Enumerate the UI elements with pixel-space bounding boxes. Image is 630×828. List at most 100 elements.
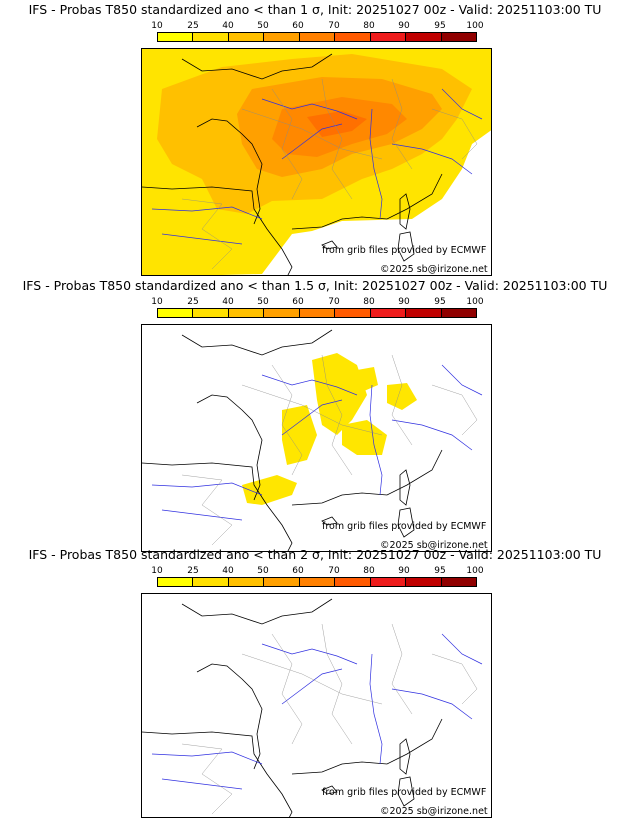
admin-boundary [321,623,353,745]
corsica-coast [399,738,411,775]
prob-area-60 [307,111,367,137]
island-coast [321,240,338,250]
map-frame: from grib files provided by ECMWF ©2025 … [141,48,492,276]
river [391,688,473,720]
coastline [181,329,333,356]
colorbar-tick: 10 [151,566,163,576]
admin-boundary [181,474,233,546]
colorbar-segment [406,309,442,317]
island-coast [321,516,338,526]
colorbar-segment [335,309,371,317]
colorbar-segment [335,578,371,586]
coastline [181,598,333,625]
colorbar-tick: 90 [398,21,410,31]
river [441,633,483,665]
admin-boundary [431,384,478,436]
colorbar-segment [370,309,407,317]
river [369,653,383,765]
colorbar-segment [264,309,300,317]
prob-area-10 [242,475,297,505]
admin-boundary [431,653,478,705]
colorbar-segment [406,578,442,586]
admin-boundary [241,384,383,436]
colorbar-tick: 50 [257,566,269,576]
prob-area-10 [357,367,378,391]
river [151,751,263,765]
admin-boundaries [181,623,478,815]
colorbar-tick: 25 [187,566,199,576]
colorbar-tick: 60 [292,566,304,576]
copyright-credit: ©2025 sb@irizone.net [380,806,488,817]
colorbar-segment [193,33,229,41]
admin-boundary [271,633,303,745]
coastlines-borders [142,53,443,275]
admin-boundary [271,364,303,476]
river [261,98,358,120]
colorbar-tick: 90 [398,297,410,307]
river [369,384,383,496]
prob-area-10 [387,383,417,410]
colorbar-tick: 100 [466,566,484,576]
panel-3: IFS - Probas T850 standardized ano < tha… [0,545,630,821]
colorbar-segment [299,309,336,317]
colorbar-segment [441,309,476,317]
sardinia-coast [397,231,415,262]
panel-title: IFS - Probas T850 standardized ano < tha… [22,278,608,293]
coastlines-borders [142,598,443,817]
coastline [142,462,293,551]
map-canvas [142,329,483,551]
corsica-coast [399,193,411,230]
colorbar-tick: 60 [292,297,304,307]
panel-2: IFS - Probas T850 standardized ano < tha… [0,276,630,552]
river [391,143,473,175]
rivers [151,364,483,521]
colorbar-tick: 95 [434,566,446,576]
map-canvas [142,598,483,817]
source-credit: from grib files provided by ECMWF [322,787,487,798]
colorbar-segment [264,578,300,586]
admin-boundary [391,78,413,170]
rivers [151,633,483,790]
river [281,668,343,705]
colorbar-segment [441,578,476,586]
river [161,778,243,790]
colorbar-segment [158,578,194,586]
prob-area-10 [312,353,367,435]
colorbar-segment [406,33,442,41]
colorbar [157,308,477,318]
admin-boundary [241,653,383,705]
admin-boundary [271,88,303,200]
copyright-credit: ©2025 sb@irizone.net [380,540,488,551]
map-frame: from grib files provided by ECMWF ©2025 … [141,593,492,818]
admin-boundary [431,108,478,160]
admin-boundary [321,78,353,200]
colorbar-tick: 25 [187,297,199,307]
colorbar-segment [299,33,336,41]
river [281,123,343,160]
rivers [151,88,483,245]
coastline [291,449,443,506]
colorbar [157,577,477,587]
coastline [291,173,443,230]
admin-boundary [321,354,353,476]
colorbar-segment [370,33,407,41]
colorbar-segment [193,309,229,317]
colorbar-segment [158,309,194,317]
sardinia-coast [397,507,415,538]
sea-mediterranean [263,152,491,275]
colorbar-segment [335,33,371,41]
colorbar-segment [193,578,229,586]
coastline [196,663,263,770]
admin-boundary [181,743,233,815]
colorbar-tick: 80 [363,21,375,31]
river [441,88,483,120]
map-canvas [142,49,491,275]
corsica-coast [399,469,411,506]
colorbar-segment [370,578,407,586]
coastline [196,394,263,501]
colorbar-segment [158,33,194,41]
colorbar-tick: 100 [466,297,484,307]
colorbar-tick: 60 [292,21,304,31]
colorbar-tick: 25 [187,21,199,31]
sardinia-coast [397,776,415,807]
